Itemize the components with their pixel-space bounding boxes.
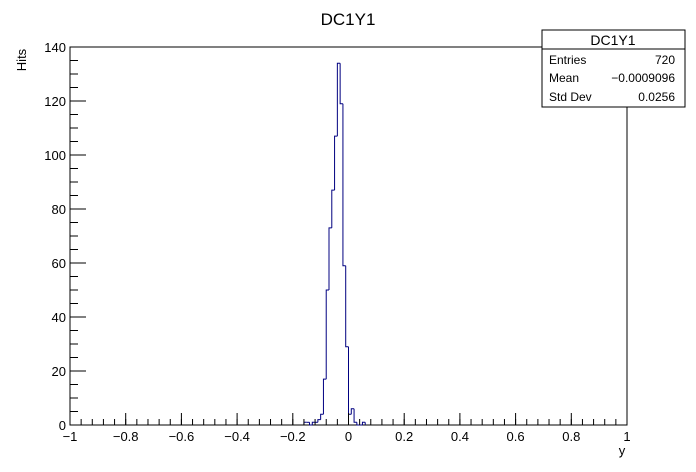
x-tick-label: 0.6 (507, 429, 525, 444)
histogram-bin (342, 103, 346, 267)
histogram-bin (361, 421, 366, 425)
x-tick-label: −0.8 (113, 429, 139, 444)
x-tick-label: 0.4 (451, 429, 469, 444)
histogram-bin (339, 63, 343, 105)
y-axis-label: Hits (14, 48, 29, 71)
stats-entries-value: 720 (655, 53, 675, 67)
histogram-bin (309, 422, 313, 426)
stats-mean-value: −0.0009096 (611, 71, 675, 85)
stats-entries-label: Entries (549, 53, 586, 67)
histogram-layer (303, 62, 366, 426)
histogram-bin (328, 227, 332, 290)
x-axis-label: y (619, 443, 626, 458)
stats-mean-label: Mean (549, 71, 579, 85)
y-tick-label: 80 (52, 202, 66, 217)
histogram-bin (356, 422, 360, 426)
x-tick-label: −0.4 (224, 429, 250, 444)
x-tick-label: −1 (63, 429, 78, 444)
y-tick-label: 40 (52, 310, 66, 325)
x-tick-label: 0 (345, 429, 352, 444)
stats-box-frame (541, 29, 686, 108)
histogram-bin (350, 408, 355, 415)
x-tick-label: 0.8 (562, 429, 580, 444)
histogram-bin (336, 62, 341, 137)
x-tick-label: 0.2 (395, 429, 413, 444)
histogram-bin (331, 189, 335, 228)
x-tick-label: −0.6 (169, 429, 195, 444)
stats-stddev-label: Std Dev (549, 90, 592, 104)
x-tick-label: 1 (623, 429, 630, 444)
histogram-bin (322, 378, 327, 415)
histogram-bin (334, 135, 338, 191)
chart-title: DC1Y1 (321, 10, 376, 29)
histogram-bin (325, 289, 329, 380)
y-tick-label: 140 (44, 40, 66, 55)
stats-box-title: DC1Y1 (590, 32, 635, 48)
y-tick-label: 100 (44, 148, 66, 163)
histogram-bin (353, 408, 357, 423)
histogram-bin (348, 346, 352, 415)
stats-box: DC1Y1 Entries 720 Mean −0.0009096 Std De… (541, 29, 686, 108)
stats-stddev-value: 0.0256 (638, 90, 675, 104)
histogram-bin (320, 413, 324, 420)
histogram-bin (317, 419, 321, 423)
y-tick-label: 0 (59, 418, 66, 433)
y-tick-label: 20 (52, 364, 66, 379)
histogram-bin (311, 421, 316, 425)
y-tick-label: 60 (52, 256, 66, 271)
y-axis: 0 20 40 60 80 100 120 140 (44, 40, 86, 433)
x-tick-label: −0.2 (280, 429, 306, 444)
histogram-bin (345, 265, 349, 348)
x-axis: −1 −0.8 −0.6 −0.4 −0.2 0 0.2 0.4 0.6 0.8 1 (63, 413, 631, 444)
y-tick-label: 120 (44, 94, 66, 109)
